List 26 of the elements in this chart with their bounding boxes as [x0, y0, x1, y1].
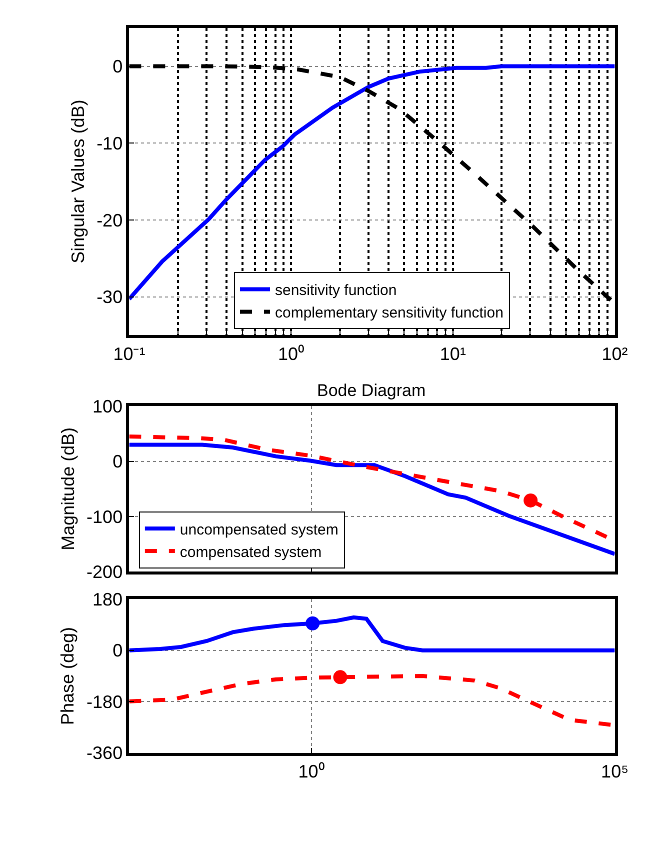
legend-label: compensated system [180, 544, 322, 561]
chart-title: Bode Diagram [317, 381, 426, 400]
y-tick-label: -30 [96, 287, 123, 308]
y-tick-label: 0 [112, 452, 123, 472]
y-axis-title: Phase (deg) [58, 626, 78, 726]
y-tick-label: -360 [86, 743, 123, 764]
legend-label: complementary sensitivity function [274, 304, 504, 322]
y-axis-title: Magnitude (dB) [58, 427, 78, 550]
y-tick-label: 180 [92, 589, 123, 610]
y-tick-label: -20 [96, 210, 123, 230]
x-tick-label: 10⁰ [298, 761, 324, 782]
x-tick-label: 10¹ [440, 344, 466, 364]
y-axis-title: Singular Values (dB) [68, 100, 88, 264]
x-tick-label: 10⁰ [278, 344, 304, 364]
y-tick-label: -180 [86, 692, 123, 712]
x-tick-label: 10⁻¹ [113, 344, 146, 364]
x-tick-label: 10⁵ [601, 761, 629, 782]
y-tick-label: 100 [92, 396, 123, 416]
y-tick-label: -200 [86, 562, 123, 582]
x-tick-label: 10² [602, 344, 628, 364]
legend-label: sensitivity function [274, 282, 397, 300]
y-tick-label: -10 [96, 133, 123, 154]
y-tick-label: -100 [86, 506, 123, 527]
y-tick-label: 0 [112, 56, 123, 77]
legend-label: uncompensated system [180, 521, 338, 538]
y-tick-label: 0 [112, 640, 123, 661]
